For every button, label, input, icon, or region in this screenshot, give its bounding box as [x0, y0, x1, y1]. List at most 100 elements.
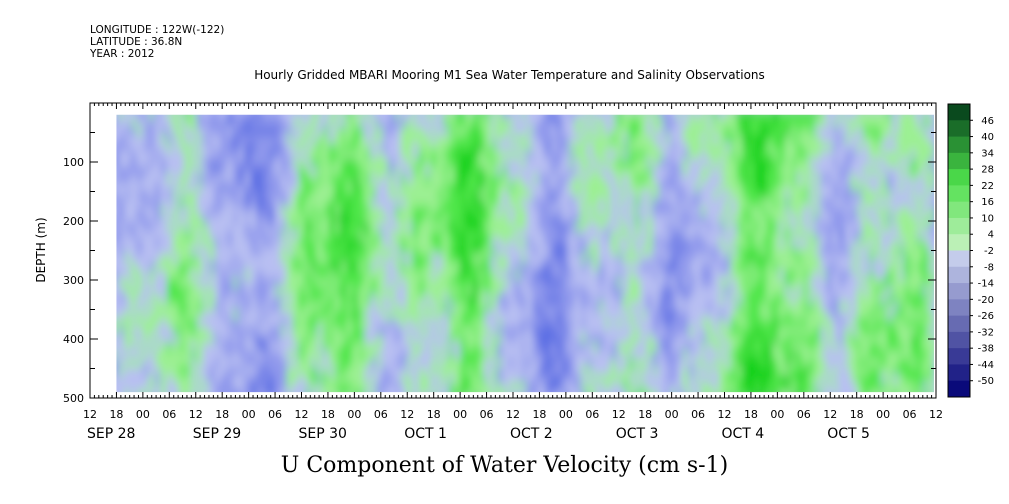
heatmap-cell — [328, 150, 336, 160]
heatmap-cell — [544, 278, 552, 288]
heatmap-cell — [448, 174, 456, 184]
heatmap-cell — [316, 366, 324, 376]
heatmap-cell — [172, 222, 180, 232]
heatmap-cell — [598, 310, 606, 320]
heatmap-cell — [310, 142, 318, 152]
heatmap-cell — [916, 302, 924, 312]
heatmap-cell — [160, 342, 168, 352]
heatmap-cell — [328, 382, 336, 392]
heatmap-cell — [718, 270, 726, 280]
heatmap-cell — [772, 246, 780, 256]
heatmap-cell — [148, 126, 156, 136]
heatmap-cell — [586, 206, 594, 216]
heatmap-cell — [748, 310, 756, 320]
heatmap-cell — [124, 246, 132, 256]
heatmap-cell — [640, 366, 648, 376]
heatmap-cell — [328, 278, 336, 288]
heatmap-cell — [250, 270, 258, 280]
heatmap-cell — [502, 278, 510, 288]
heatmap-cell — [388, 350, 396, 360]
heatmap-cell — [484, 390, 492, 393]
heatmap-cell — [448, 310, 456, 320]
heatmap-cell — [208, 262, 216, 272]
heatmap-cell — [490, 150, 498, 160]
heatmap-cell — [622, 150, 630, 160]
heatmap-cell — [838, 166, 846, 176]
heatmap-cell — [772, 390, 780, 393]
heatmap-cell — [514, 374, 522, 384]
heatmap-cell — [646, 254, 654, 264]
heatmap-cell — [904, 238, 912, 248]
heatmap-cell — [400, 318, 408, 328]
heatmap-cell — [868, 166, 876, 176]
heatmap-cell — [904, 246, 912, 256]
heatmap-cell — [130, 358, 138, 368]
heatmap-cell — [220, 126, 228, 136]
heatmap-cell — [184, 230, 192, 240]
heatmap-cell — [388, 198, 396, 208]
heatmap-cell — [508, 158, 516, 168]
heatmap-cell — [454, 350, 462, 360]
heatmap-cell — [532, 238, 540, 248]
heatmap-cell — [928, 366, 934, 376]
heatmap-cell — [316, 374, 324, 384]
heatmap-cell — [232, 190, 240, 200]
heatmap-cell — [676, 278, 684, 288]
heatmap-cell — [220, 190, 228, 200]
heatmap-cell — [346, 174, 354, 184]
heatmap-cell — [880, 246, 888, 256]
heatmap-cell — [148, 206, 156, 216]
heatmap-cell — [730, 238, 738, 248]
heatmap-cell — [142, 318, 150, 328]
heatmap-cell — [322, 382, 330, 392]
heatmap-cell — [610, 158, 618, 168]
heatmap-cell — [544, 174, 552, 184]
heatmap-cell — [280, 126, 288, 136]
heatmap-cell — [424, 310, 432, 320]
heatmap-cell — [454, 214, 462, 224]
heatmap-cell — [256, 350, 264, 360]
heatmap-cell — [694, 214, 702, 224]
heatmap-cell — [790, 134, 798, 144]
heatmap-cell — [694, 294, 702, 304]
heatmap-cell — [412, 262, 420, 272]
heatmap-cell — [346, 286, 354, 296]
heatmap-cell — [376, 358, 384, 368]
heatmap-cell — [466, 318, 474, 328]
heatmap-cell — [250, 238, 258, 248]
heatmap-cell — [370, 126, 378, 136]
heatmap-cell — [520, 230, 528, 240]
heatmap-cell — [484, 358, 492, 368]
heatmap-cell — [304, 342, 312, 352]
heatmap-cell — [116, 270, 120, 280]
heatmap-cell — [718, 118, 726, 128]
heatmap-cell — [532, 318, 540, 328]
heatmap-cell — [298, 114, 306, 120]
heatmap-cell — [880, 262, 888, 272]
heatmap-cell — [334, 286, 342, 296]
heatmap-cell — [628, 302, 636, 312]
heatmap-cell — [478, 158, 486, 168]
heatmap-cell — [598, 118, 606, 128]
heatmap-cell — [424, 142, 432, 152]
heatmap-cell — [400, 374, 408, 384]
heatmap-cell — [742, 214, 750, 224]
heatmap-cell — [280, 142, 288, 152]
heatmap-cell — [712, 230, 720, 240]
heatmap-cell — [646, 166, 654, 176]
heatmap-cell — [544, 126, 552, 136]
heatmap-cell — [766, 182, 774, 192]
heatmap-cell — [574, 294, 582, 304]
heatmap-cell — [808, 342, 816, 352]
heatmap-cell — [436, 342, 444, 352]
heatmap-cell — [832, 206, 840, 216]
heatmap-cell — [508, 270, 516, 280]
heatmap-cell — [610, 366, 618, 376]
heatmap-cell — [262, 358, 270, 368]
heatmap-cell — [352, 114, 360, 120]
heatmap-cell — [568, 270, 576, 280]
heatmap-cell — [658, 366, 666, 376]
heatmap-cell — [652, 126, 660, 136]
heatmap-cell — [688, 114, 696, 120]
heatmap-cell — [346, 390, 354, 393]
